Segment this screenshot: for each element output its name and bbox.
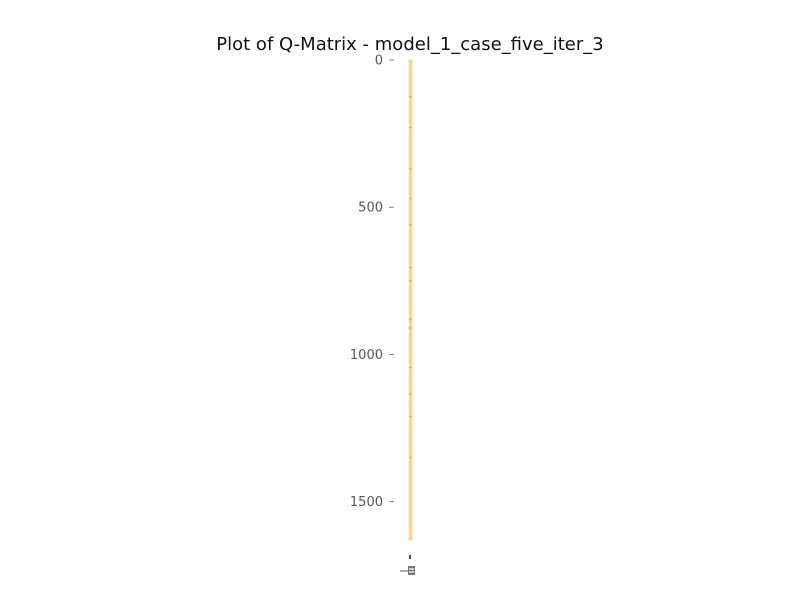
colorbar-body [408, 566, 415, 575]
q-matrix-heatmap [409, 60, 412, 540]
y-tick-label: 500 [358, 201, 383, 216]
y-tick-label: 0 [375, 54, 383, 69]
colorbar-fragment [400, 555, 415, 575]
y-tick-label: 1000 [350, 348, 383, 363]
colorbar-marker [409, 555, 411, 559]
matrix-column-1 [411, 60, 413, 540]
y-tick-label: 1500 [350, 495, 383, 510]
colorbar-segment [409, 571, 414, 573]
y-axis: 0 500 1000 1500 [350, 54, 394, 511]
matrix-column-0 [409, 60, 411, 540]
colorbar-segment [409, 568, 414, 570]
